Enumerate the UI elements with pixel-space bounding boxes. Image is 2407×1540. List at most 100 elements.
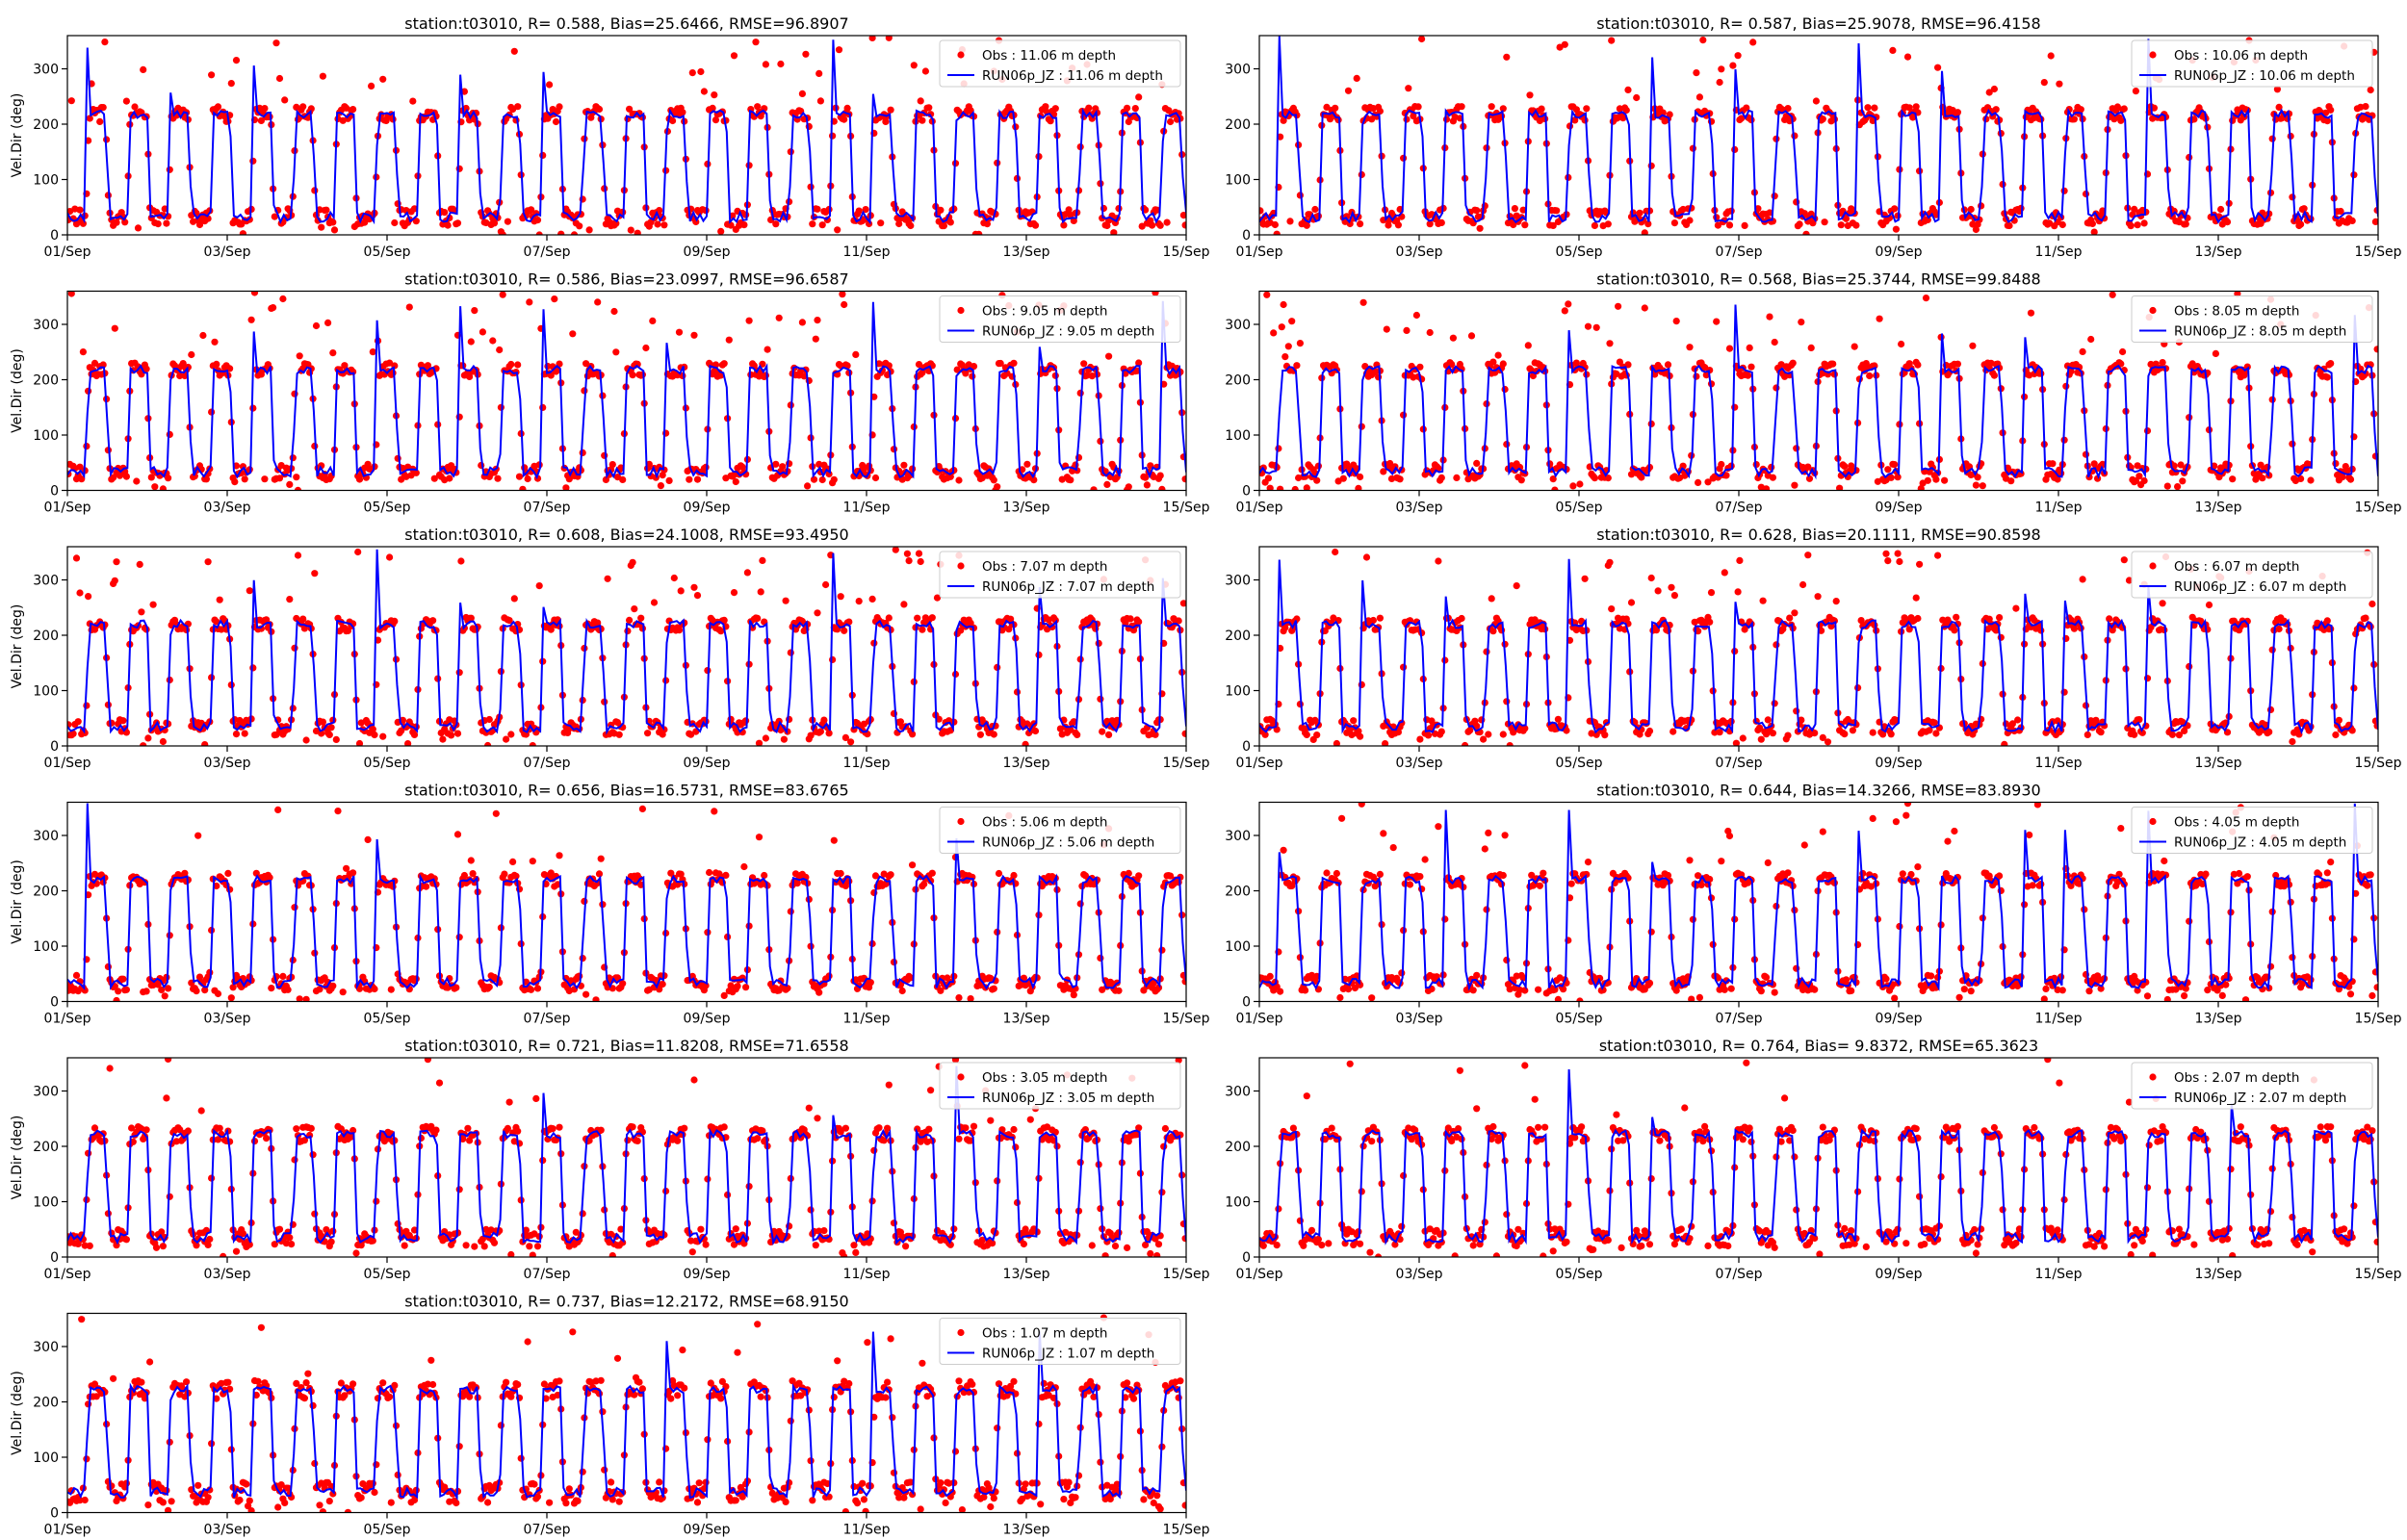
obs-point: [430, 475, 438, 482]
obs-point: [1769, 730, 1776, 737]
obs-point: [83, 702, 91, 709]
obs-point: [1060, 221, 1068, 229]
obs-point: [1727, 207, 1735, 215]
obs-point: [274, 806, 282, 814]
obs-point: [935, 715, 943, 723]
y-tick-label: 100: [33, 428, 59, 444]
obs-point: [1163, 218, 1171, 226]
legend-box: [2131, 551, 2373, 599]
obs-point: [2297, 220, 2305, 228]
data-layer: [67, 36, 1186, 235]
obs-point: [1954, 360, 1961, 368]
obs-point: [702, 207, 710, 215]
obs-point: [1156, 472, 1164, 479]
obs-point: [1467, 332, 1476, 340]
obs-point: [1791, 609, 1799, 617]
obs-point: [341, 362, 349, 370]
obs-point: [2106, 615, 2113, 623]
obs-point: [294, 552, 302, 559]
obs-point: [524, 475, 531, 483]
obs-point: [1273, 230, 1281, 235]
obs-point: [2006, 221, 2013, 230]
data-layer: [67, 291, 1186, 491]
obs-point: [804, 482, 812, 490]
obs-point: [1489, 628, 1497, 635]
obs-point: [119, 975, 127, 983]
obs-point: [1799, 580, 1807, 589]
obs-point: [1932, 730, 1940, 737]
obs-point: [492, 809, 500, 817]
obs-point: [496, 346, 504, 354]
obs-point: [720, 991, 728, 999]
obs-point: [1954, 109, 1961, 116]
obs-point: [1355, 484, 1362, 491]
obs-point: [700, 88, 709, 95]
obs-point: [933, 594, 942, 602]
obs-point: [1131, 105, 1139, 113]
axes-frame: [1258, 35, 2379, 236]
obs-point: [2049, 460, 2057, 468]
obs-point: [675, 627, 684, 634]
y-tick-label: 0: [50, 995, 59, 1011]
obs-point: [2120, 105, 2128, 113]
obs-point: [697, 67, 705, 76]
obs-point: [1725, 221, 1734, 229]
obs-point: [841, 300, 848, 309]
obs-point: [1499, 731, 1507, 738]
x-tick-label: 13/Sep: [1003, 756, 1050, 771]
obs-point: [2132, 88, 2139, 95]
legend-model-label: RUN06p_JZ : 9.05 m depth: [982, 324, 1154, 340]
obs-point: [830, 836, 838, 844]
obs-point: [2289, 193, 2296, 201]
obs-point: [1583, 105, 1591, 113]
obs-point: [1884, 557, 1892, 565]
obs-point: [996, 359, 1004, 368]
obs-point: [1898, 340, 1905, 348]
x-tick-label: 07/Sep: [524, 1012, 571, 1027]
obs-point: [1725, 345, 1734, 352]
obs-point: [946, 218, 954, 226]
obs-point: [324, 319, 332, 326]
obs-point: [1718, 460, 1725, 469]
obs-point: [1503, 698, 1511, 706]
obs-point: [807, 732, 815, 739]
obs-point: [312, 321, 321, 330]
obs-point: [1549, 475, 1557, 483]
obs-point: [2040, 79, 2048, 87]
legend-obs-label: Obs : 5.06 m depth: [982, 815, 1107, 831]
obs-point: [121, 218, 129, 226]
obs-point: [920, 880, 928, 888]
obs-point: [1115, 987, 1123, 994]
obs-point: [983, 220, 991, 228]
data-layer: [1259, 802, 2378, 1002]
obs-point: [316, 206, 324, 214]
obs-point: [453, 219, 462, 227]
legend-obs-marker: [2149, 51, 2157, 59]
obs-point: [2335, 716, 2342, 724]
obs-point: [711, 91, 718, 99]
x-tick-label: 09/Sep: [684, 1012, 731, 1027]
obs-point: [659, 980, 666, 988]
obs-point: [570, 231, 579, 235]
obs-point: [829, 655, 837, 664]
obs-point: [1357, 220, 1364, 228]
legend-model-label: RUN06p_JZ : 5.06 m depth: [982, 835, 1154, 851]
obs-point: [905, 557, 913, 565]
obs-point: [1510, 220, 1517, 229]
obs-point: [1896, 557, 1903, 566]
obs-point: [843, 104, 851, 112]
obs-point: [325, 731, 333, 739]
obs-point: [837, 593, 844, 601]
obs-point: [755, 739, 764, 746]
obs-point: [1105, 731, 1113, 739]
obs-point: [1829, 360, 1837, 368]
obs-point: [909, 861, 917, 869]
y-tick-label: 200: [1225, 117, 1251, 133]
obs-point: [1513, 582, 1520, 590]
obs-point: [1821, 218, 1828, 226]
obs-point: [569, 330, 577, 338]
obs-point: [241, 475, 248, 483]
y-axis-label: Vel.Dir (deg): [10, 604, 25, 689]
